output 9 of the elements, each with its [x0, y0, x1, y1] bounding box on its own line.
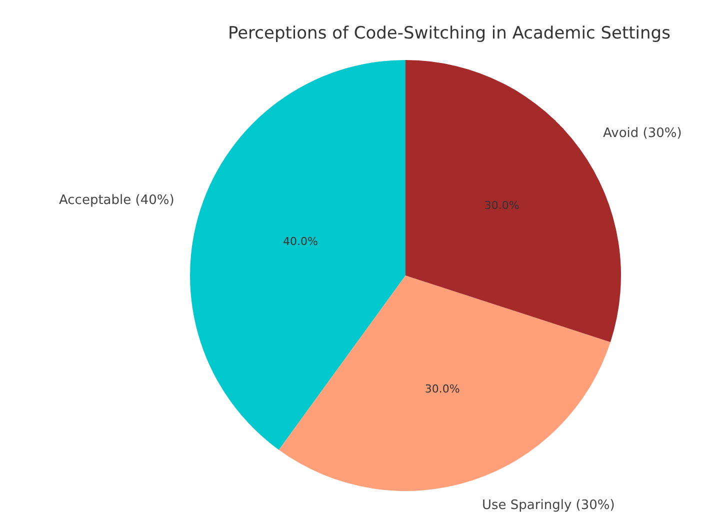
chart-title: Perceptions of Code-Switching in Academic Settings	[228, 23, 671, 44]
data-label: 30.0%	[484, 198, 520, 212]
slice-label: Avoid (30%)	[603, 126, 682, 141]
slice-label: Use Sparingly (30%)	[482, 498, 615, 513]
data-label: 30.0%	[424, 382, 460, 396]
data-label: 40.0%	[282, 234, 318, 248]
pie-slice	[190, 60, 406, 450]
slice-label: Acceptable (40%)	[59, 193, 174, 208]
pie-slice	[278, 276, 610, 491]
